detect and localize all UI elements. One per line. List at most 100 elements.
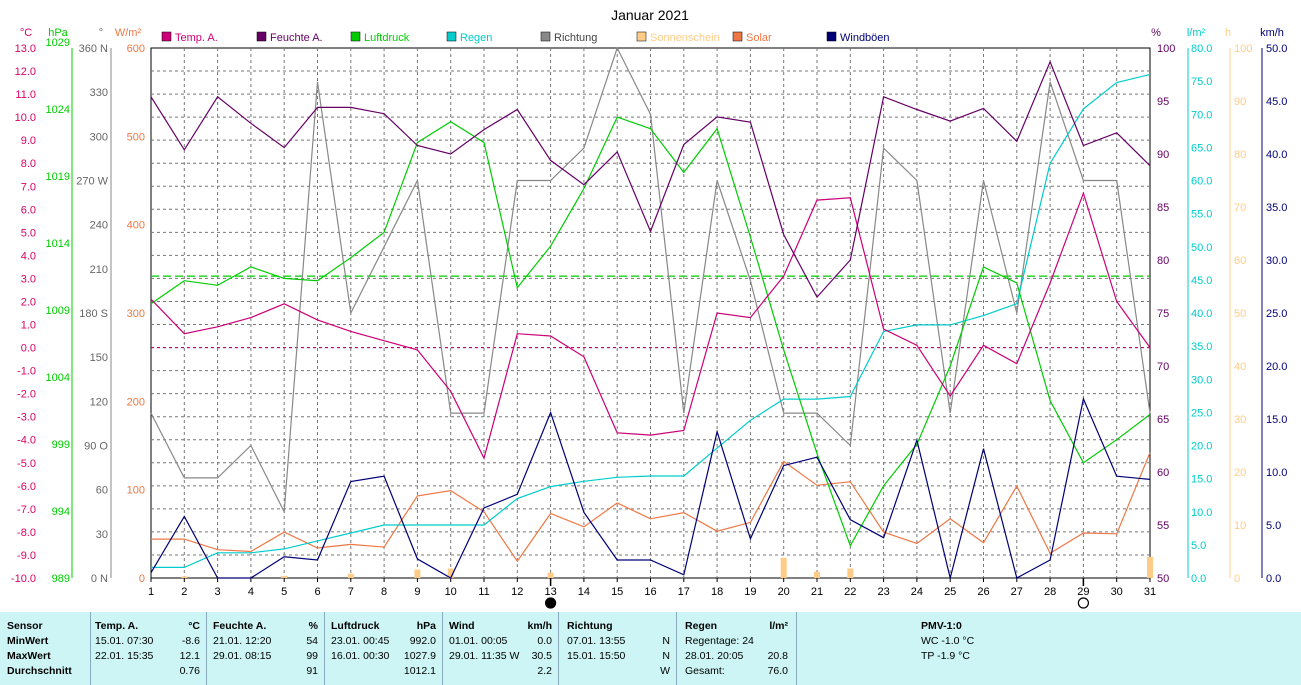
x-tick-label: 29 — [1077, 586, 1089, 598]
sensor-header: Sensor — [7, 620, 43, 632]
wind-tick-label: 50.0 — [1266, 43, 1287, 55]
wind-max-time: 29.01. 11:35 W — [449, 650, 520, 662]
legend-swatch — [350, 31, 361, 42]
direction-max-time: 15.01. 15:50 — [567, 650, 626, 662]
sun-tick-label: 10 — [1234, 520, 1246, 532]
series-line-richtung — [150, 46, 1151, 514]
stats-col-direction: Richtung 07.01. 13:55 N 15.01. 15:50 N W — [558, 612, 676, 685]
axis-unit-label: °C — [20, 27, 32, 39]
temp-max-time: 22.01. 15:35 — [95, 650, 154, 662]
rain-max-value: 20.8 — [767, 650, 788, 662]
sunshine-bar — [547, 572, 554, 578]
direction-tick-label: 150 — [90, 352, 108, 364]
humidity-tick-label: 100 — [1157, 43, 1175, 55]
row-label-max: MaxWert — [7, 650, 51, 662]
temp-tick-label: -4.0 — [17, 435, 36, 447]
legend-label: Feuchte A. — [270, 32, 323, 44]
legend-label: Solar — [746, 32, 772, 44]
wind-max-value: 30.5 — [531, 650, 552, 662]
x-tick-label: 26 — [977, 586, 989, 598]
rain-tick-label: 65.0 — [1191, 142, 1212, 154]
legend-swatch — [256, 31, 267, 42]
humidity-min-value: 54 — [306, 635, 318, 647]
direction-tick-label: 210 — [90, 264, 108, 276]
rain-tick-label: 40.0 — [1191, 308, 1212, 320]
direction-tick-label: 300 — [90, 131, 108, 143]
temp-tick-label: -9.0 — [17, 550, 36, 562]
x-tick-label: 30 — [1111, 586, 1123, 598]
x-tick-label: 21 — [811, 586, 823, 598]
row-label-min: MinWert — [7, 635, 49, 647]
humidity-tick-label: 60 — [1157, 467, 1169, 479]
wind-tick-label: 40.0 — [1266, 149, 1287, 161]
solar-tick-label: 200 — [127, 396, 145, 408]
rain-tick-label: 5.0 — [1191, 540, 1206, 552]
temp-tick-label: 6.0 — [21, 204, 36, 216]
legend: Temp. A. Feuchte A. Luftdruck Regen Richtung… — [161, 31, 890, 44]
sun-tick-label: 70 — [1234, 202, 1246, 214]
direction-tick-label: 360 N — [79, 43, 108, 55]
rain-tick-label: 80.0 — [1191, 43, 1212, 55]
sunshine-bar — [814, 571, 820, 578]
x-tick-label: 15 — [611, 586, 623, 598]
temp-tick-label: 11.0 — [15, 89, 36, 101]
temp-tick-label: -3.0 — [17, 412, 36, 424]
x-tick-label: 22 — [844, 586, 856, 598]
x-tick-label: 14 — [578, 586, 590, 598]
rain-header: Regen — [685, 620, 718, 632]
sunshine-bar — [1147, 556, 1153, 578]
humidity-tick-label: 55 — [1157, 520, 1169, 532]
direction-min-value: N — [662, 635, 670, 647]
direction-tick-label: 180 S — [79, 308, 108, 320]
rain-tick-label: 25.0 — [1191, 407, 1212, 419]
direction-tick-label: 30 — [96, 529, 108, 541]
temp-tick-label: 12.0 — [15, 66, 36, 78]
rain-tick-label: 10.0 — [1191, 507, 1212, 519]
axis-unit-label: ° — [99, 27, 103, 39]
x-tick-label: 10 — [445, 586, 457, 598]
rain-tick-label: 20.0 — [1191, 441, 1212, 453]
solar-tick-label: 600 — [127, 43, 145, 55]
wind-avg-value: 2.2 — [537, 665, 552, 677]
direction-tick-label: 90 O — [84, 441, 108, 453]
series-line-temp-a — [150, 191, 1151, 460]
wind-tick-label: 10.0 — [1266, 467, 1287, 479]
sun-tick-label: 60 — [1234, 255, 1246, 267]
humidity-tick-label: 50 — [1157, 573, 1169, 585]
rain-tick-label: 55.0 — [1191, 209, 1212, 221]
temp-tick-label: 0.0 — [21, 343, 36, 355]
series-line-feuchte-a — [150, 60, 1151, 299]
legend-swatch — [636, 31, 647, 42]
stats-col-humidity: Feuchte A. % 21.01. 12:20 54 29.01. 08:1… — [206, 612, 324, 685]
x-tick-label: 1 — [148, 586, 154, 598]
sun-tick-label: 100 — [1234, 43, 1252, 55]
humidity-tick-label: 85 — [1157, 202, 1169, 214]
pressure-tick-label: 1019 — [46, 171, 70, 183]
x-tick-label: 24 — [911, 586, 923, 598]
full-moon-icon — [1077, 597, 1090, 609]
temp-min-value: -8.6 — [181, 635, 200, 647]
wind-min-value: 0.0 — [537, 635, 552, 647]
direction-min-time: 07.01. 13:55 — [567, 635, 626, 647]
x-tick-label: 18 — [711, 586, 723, 598]
stats-panel: Sensor MinWert MaxWert Durchschnitt Temp… — [0, 612, 1301, 685]
wind-header: Wind — [449, 620, 475, 632]
legend-swatch — [826, 31, 837, 42]
pressure-tick-label: 1004 — [46, 372, 70, 384]
wind-tick-label: 30.0 — [1266, 255, 1287, 267]
solar-tick-label: 300 — [127, 308, 145, 320]
direction-tick-label: 120 — [90, 396, 108, 408]
row-label-avg: Durchschnitt — [7, 665, 72, 677]
stats-col-temp: Temp. A. °C 15.01. 07:30 -8.6 22.01. 15:… — [90, 612, 206, 685]
sun-tick-label: 80 — [1234, 149, 1246, 161]
x-tick-label: 4 — [248, 586, 254, 598]
sun-tick-label: 20 — [1234, 467, 1246, 479]
solar-tick-label: 500 — [127, 131, 145, 143]
rain-tick-label: 30.0 — [1191, 374, 1212, 386]
sunshine-bar — [347, 573, 354, 578]
pressure-unit: hPa — [416, 620, 436, 632]
wind-tick-label: 20.0 — [1266, 361, 1287, 373]
stats-col-wind: Wind km/h 01.01. 00:05 0.0 29.01. 11:35 … — [442, 612, 558, 685]
pressure-tick-label: 999 — [52, 439, 70, 451]
direction-tick-label: 0 N — [91, 573, 108, 585]
